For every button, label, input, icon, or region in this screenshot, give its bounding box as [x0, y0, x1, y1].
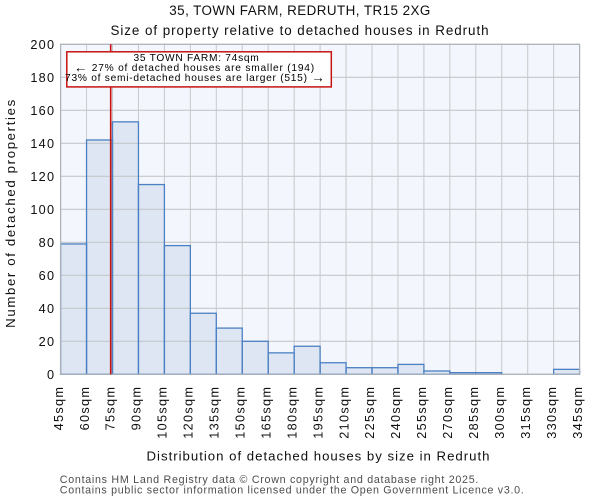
svg-text:225sqm: 225sqm: [363, 386, 377, 439]
svg-text:315sqm: 315sqm: [519, 386, 533, 439]
svg-text:105sqm: 105sqm: [156, 386, 170, 439]
svg-text:135sqm: 135sqm: [208, 386, 222, 439]
svg-text:150sqm: 150sqm: [233, 386, 247, 439]
svg-text:60: 60: [39, 269, 56, 283]
svg-text:200: 200: [30, 38, 55, 52]
svg-text:120sqm: 120sqm: [182, 386, 196, 439]
svg-text:180sqm: 180sqm: [285, 386, 299, 439]
svg-text:73% of semi-detached houses ar: 73% of semi-detached houses are larger (…: [65, 70, 325, 85]
svg-text:75sqm: 75sqm: [104, 386, 118, 431]
svg-text:60sqm: 60sqm: [78, 386, 92, 431]
svg-text:270sqm: 270sqm: [441, 386, 455, 439]
svg-text:345sqm: 345sqm: [571, 386, 585, 439]
svg-text:← 27% of detached houses are s: ← 27% of detached houses are smaller (19…: [74, 60, 315, 75]
svg-text:40: 40: [39, 302, 56, 316]
svg-text:180: 180: [30, 71, 55, 85]
svg-text:35 TOWN FARM: 74sqm: 35 TOWN FARM: 74sqm: [134, 53, 260, 64]
svg-text:120: 120: [30, 170, 55, 184]
svg-text:240sqm: 240sqm: [389, 386, 403, 439]
svg-text:Contains public sector informa: Contains public sector information licen…: [60, 484, 525, 496]
svg-text:90sqm: 90sqm: [130, 386, 144, 431]
svg-text:Distribution of detached house: Distribution of detached houses by size …: [147, 449, 491, 464]
svg-text:0: 0: [47, 368, 55, 382]
svg-text:165sqm: 165sqm: [259, 386, 273, 439]
svg-text:80: 80: [39, 236, 56, 250]
svg-text:195sqm: 195sqm: [311, 386, 325, 439]
svg-text:Size of property relative to d: Size of property relative to detached ho…: [110, 23, 489, 38]
svg-text:140: 140: [30, 137, 55, 151]
svg-text:35, TOWN FARM, REDRUTH, TR15 2: 35, TOWN FARM, REDRUTH, TR15 2XG: [169, 3, 430, 18]
svg-text:Contains HM Land Registry data: Contains HM Land Registry data © Crown c…: [60, 474, 479, 486]
svg-text:45sqm: 45sqm: [52, 386, 66, 431]
svg-text:300sqm: 300sqm: [493, 386, 507, 439]
svg-text:160: 160: [30, 104, 55, 118]
svg-text:210sqm: 210sqm: [337, 386, 351, 439]
svg-text:330sqm: 330sqm: [545, 386, 559, 439]
svg-text:285sqm: 285sqm: [467, 386, 481, 439]
svg-text:255sqm: 255sqm: [415, 386, 429, 439]
svg-text:100: 100: [30, 203, 55, 217]
svg-text:20: 20: [39, 335, 56, 349]
svg-text:Number of detached properties: Number of detached properties: [3, 98, 18, 328]
